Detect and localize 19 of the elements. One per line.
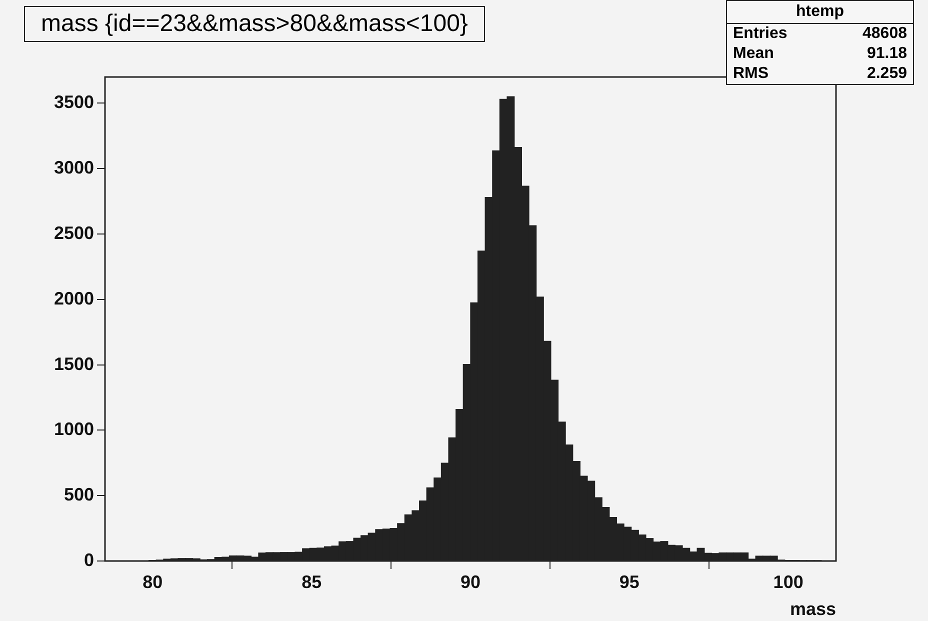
y-tick-label: 3500	[54, 92, 94, 112]
y-tick-label: 2000	[54, 288, 94, 308]
x-tick-label: 100	[773, 572, 804, 592]
x-tick-label: 95	[619, 572, 640, 592]
x-tick-label: 90	[460, 572, 481, 592]
y-tick-label: 1000	[54, 419, 94, 440]
x-tick-label: 85	[302, 572, 322, 592]
text: RMS 2.259	[733, 65, 907, 82]
y-tick-label: 1500	[54, 354, 94, 374]
x-axis-title: mass	[790, 599, 836, 620]
y-tick-label: 0	[84, 550, 94, 570]
y-tick-label: 3000	[54, 158, 94, 178]
text: Entries 48608	[733, 25, 907, 42]
y-tick-label: 500	[64, 484, 94, 505]
text: htemp	[727, 1, 913, 24]
x-tick-label: 80	[142, 572, 163, 592]
chart-title: mass {id==23&&mass>80&&mass<100}	[24, 6, 485, 42]
y-tick-label: 2500	[54, 222, 94, 243]
text: Mean 91.18	[733, 45, 907, 62]
